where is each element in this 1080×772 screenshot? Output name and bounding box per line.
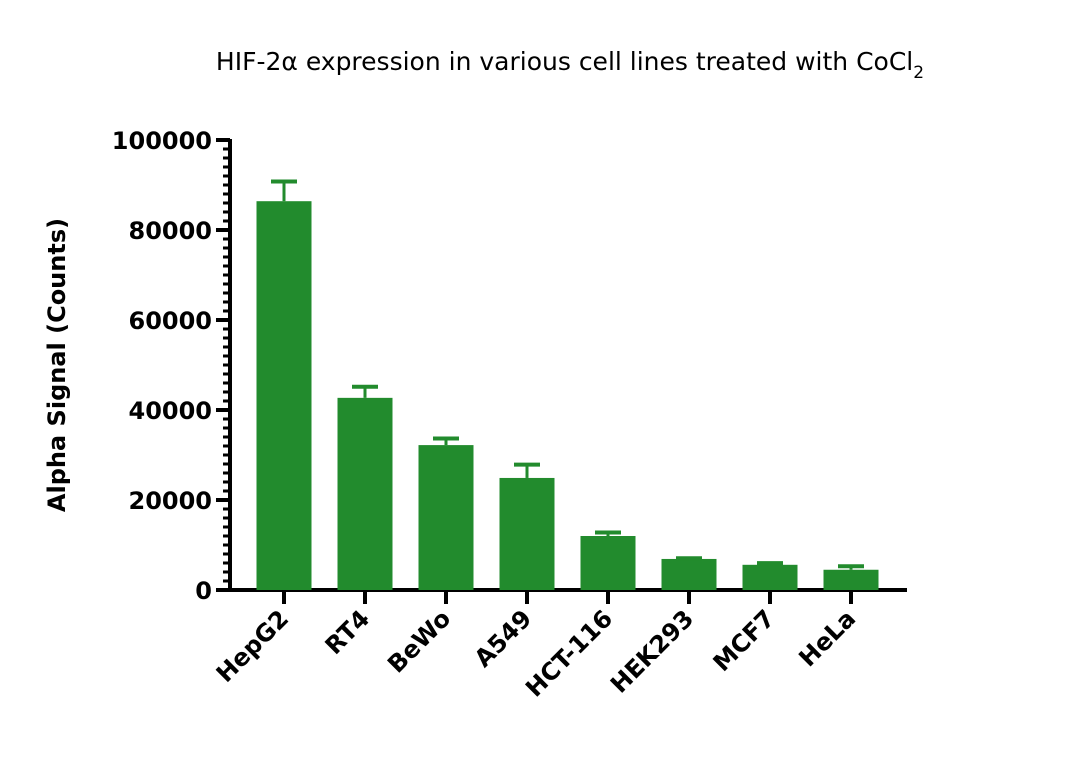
chart-title: HIF-2α expression in various cell lines … [216,47,924,83]
bar-hek293 [661,558,717,590]
bar-bewo [418,445,474,590]
bar-hct-116 [580,536,636,590]
y-tick-label: 40000 [129,397,213,425]
bar-a549 [499,477,555,590]
x-tick-label: HEK293 [605,604,699,698]
bar-hepg2 [256,201,312,590]
y-tick-label: 0 [195,577,212,605]
bar-hela [823,569,879,590]
y-tick-label: 20000 [129,487,213,515]
bar-mcf7 [742,564,798,590]
y-axis-label: Alpha Signal (Counts) [43,218,71,512]
x-tick-label: RT4 [320,604,375,659]
bars [256,179,879,590]
y-tick-label: 100000 [112,127,212,155]
x-tick-label: HepG2 [211,604,294,687]
y-tick-label: 80000 [129,217,213,245]
x-tick-label: A549 [469,604,537,672]
y-tick-label: 60000 [129,307,213,335]
x-tick-label: HeLa [793,604,861,672]
x-tick-label: BeWo [382,604,456,678]
x-tick-label: MCF7 [708,604,781,677]
x-tick-label: HCT-116 [520,604,618,702]
bar-rt4 [337,397,393,590]
